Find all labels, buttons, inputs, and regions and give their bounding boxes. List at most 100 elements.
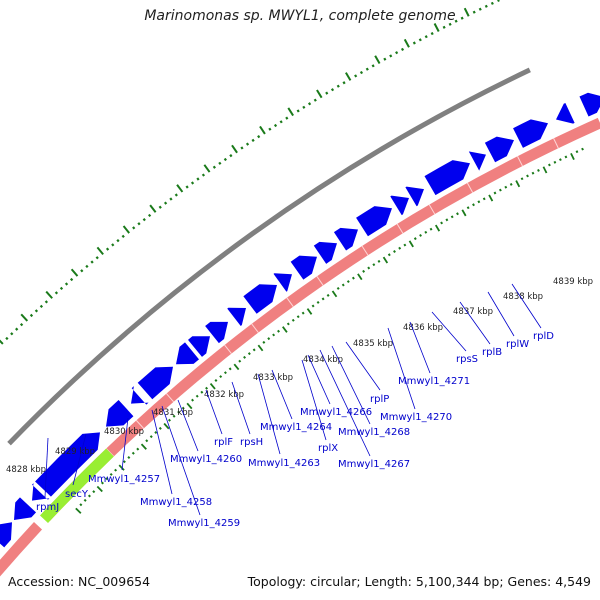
gene-labels: rpmJ secY Mmwyl1_4257 Mmwyl1_4258 Mmwyl1_425… <box>36 283 554 529</box>
inner-tick <box>158 426 162 430</box>
cds-track <box>0 92 600 548</box>
outer-tick <box>330 88 335 92</box>
gene-label[interactable]: secY <box>65 489 89 500</box>
inner-tick <box>564 155 568 159</box>
inner-tick <box>105 477 109 481</box>
gene-label[interactable]: Mmwyl1_4267 <box>338 459 410 470</box>
inner-tick <box>149 435 153 439</box>
outer-tick <box>365 67 369 71</box>
outer-tick <box>279 120 283 124</box>
genome-title: Marinomonas sp. MWYL1, complete genome <box>144 8 456 24</box>
inner-tick <box>548 163 551 167</box>
outer-tick <box>257 135 261 139</box>
outer-tick <box>95 256 99 260</box>
cds-arrow <box>14 497 37 521</box>
inner-tick <box>377 259 381 263</box>
outer-tick <box>359 70 364 75</box>
cds-arrow <box>484 136 514 163</box>
outer-tick <box>383 57 387 61</box>
outer-tick <box>163 201 168 205</box>
inner-tick <box>118 464 125 471</box>
outer-tick <box>105 247 110 251</box>
gene-leader-line <box>487 291 515 337</box>
gene-boundary <box>224 344 232 354</box>
gene-boundary <box>553 138 559 149</box>
highlighted-gene <box>39 448 114 524</box>
gene-label[interactable]: rplW <box>506 339 529 350</box>
kbp-label: 4837 kbp <box>453 307 493 317</box>
gene-label[interactable]: rplP <box>370 394 389 405</box>
gene-leader-line <box>121 417 129 471</box>
gene-label[interactable]: Mmwyl1_4268 <box>338 427 410 438</box>
gene-label[interactable]: Mmwyl1_4259 <box>168 518 240 529</box>
outer-tick <box>218 161 222 165</box>
inner-tick <box>219 375 223 379</box>
inner-tick <box>362 269 366 273</box>
outer-tick <box>463 7 470 17</box>
kbp-label: 4829 kbp <box>55 447 95 457</box>
outer-tick <box>389 54 393 58</box>
gene-label[interactable]: rpmJ <box>36 502 59 513</box>
gene-label[interactable]: Mmwyl1_4258 <box>140 497 212 508</box>
inner-tick <box>336 286 340 290</box>
gene-leader-line <box>511 283 542 329</box>
inner-tick <box>252 348 256 352</box>
kbp-label: 4831 kbp <box>153 408 193 418</box>
gene-leader-line <box>151 409 173 495</box>
gene-label[interactable]: rplX <box>318 443 338 454</box>
gene-label[interactable]: rplD <box>533 331 554 342</box>
inner-tick <box>277 329 280 333</box>
inner-tick <box>509 182 513 186</box>
gene-label[interactable]: Mmwyl1_4271 <box>398 376 470 387</box>
gene-label[interactable]: rplF <box>214 437 233 448</box>
outer-tick <box>142 217 146 222</box>
kbp-label: 4839 kbp <box>553 277 593 287</box>
gene-label[interactable]: Mmwyl1_4266 <box>300 407 372 418</box>
inner-tick <box>424 230 428 234</box>
outer-tick <box>374 55 381 65</box>
outer-tick <box>497 0 500 2</box>
inner-tick <box>267 337 271 341</box>
inner-tick <box>145 439 149 443</box>
outer-tick <box>59 286 64 291</box>
outer-tick <box>158 205 162 209</box>
cds-arrow <box>188 336 210 357</box>
gene-label[interactable]: Mmwyl1_4263 <box>248 458 320 469</box>
outer-tick <box>259 125 266 135</box>
inner-tick <box>109 472 113 476</box>
backbone-arc <box>7 67 531 446</box>
gene-label[interactable]: Mmwyl1_4260 <box>170 454 242 465</box>
cds-arrow <box>106 399 134 427</box>
gene-label[interactable]: Mmwyl1_4264 <box>260 422 332 433</box>
inner-tick <box>296 315 300 319</box>
gene-label[interactable]: rpsS <box>456 354 478 365</box>
outer-tick <box>424 35 428 39</box>
gene-label[interactable]: Mmwyl1_4257 <box>88 474 160 485</box>
cds-arrow <box>176 342 199 365</box>
inner-tick <box>321 297 325 301</box>
inner-tick <box>393 250 396 253</box>
genome-summary-text: Topology: circular; Length: 5,100,344 bp… <box>247 574 591 589</box>
outer-tick <box>342 81 346 85</box>
inner-tick <box>581 147 584 151</box>
inner-tick <box>450 215 454 219</box>
inner-tick <box>100 481 104 485</box>
cds-arrow <box>405 186 424 207</box>
inner-tick <box>233 363 240 371</box>
cds-arrow <box>205 321 228 344</box>
inner-tick <box>167 418 171 422</box>
inner-tick <box>122 460 126 464</box>
inner-tick <box>498 188 502 192</box>
gene-label[interactable]: rplB <box>482 347 502 358</box>
gene-label[interactable]: Mmwyl1_4270 <box>380 412 452 423</box>
gene-label[interactable]: rpsH <box>240 437 263 448</box>
gene-leader-line <box>387 327 416 410</box>
inner-tick <box>357 273 363 281</box>
outer-tick <box>478 7 482 11</box>
outer-tick <box>44 300 49 304</box>
cds-arrow <box>468 151 486 171</box>
inner-tick <box>445 218 449 222</box>
outer-tick <box>273 123 278 128</box>
gene-leader-line <box>177 399 199 452</box>
